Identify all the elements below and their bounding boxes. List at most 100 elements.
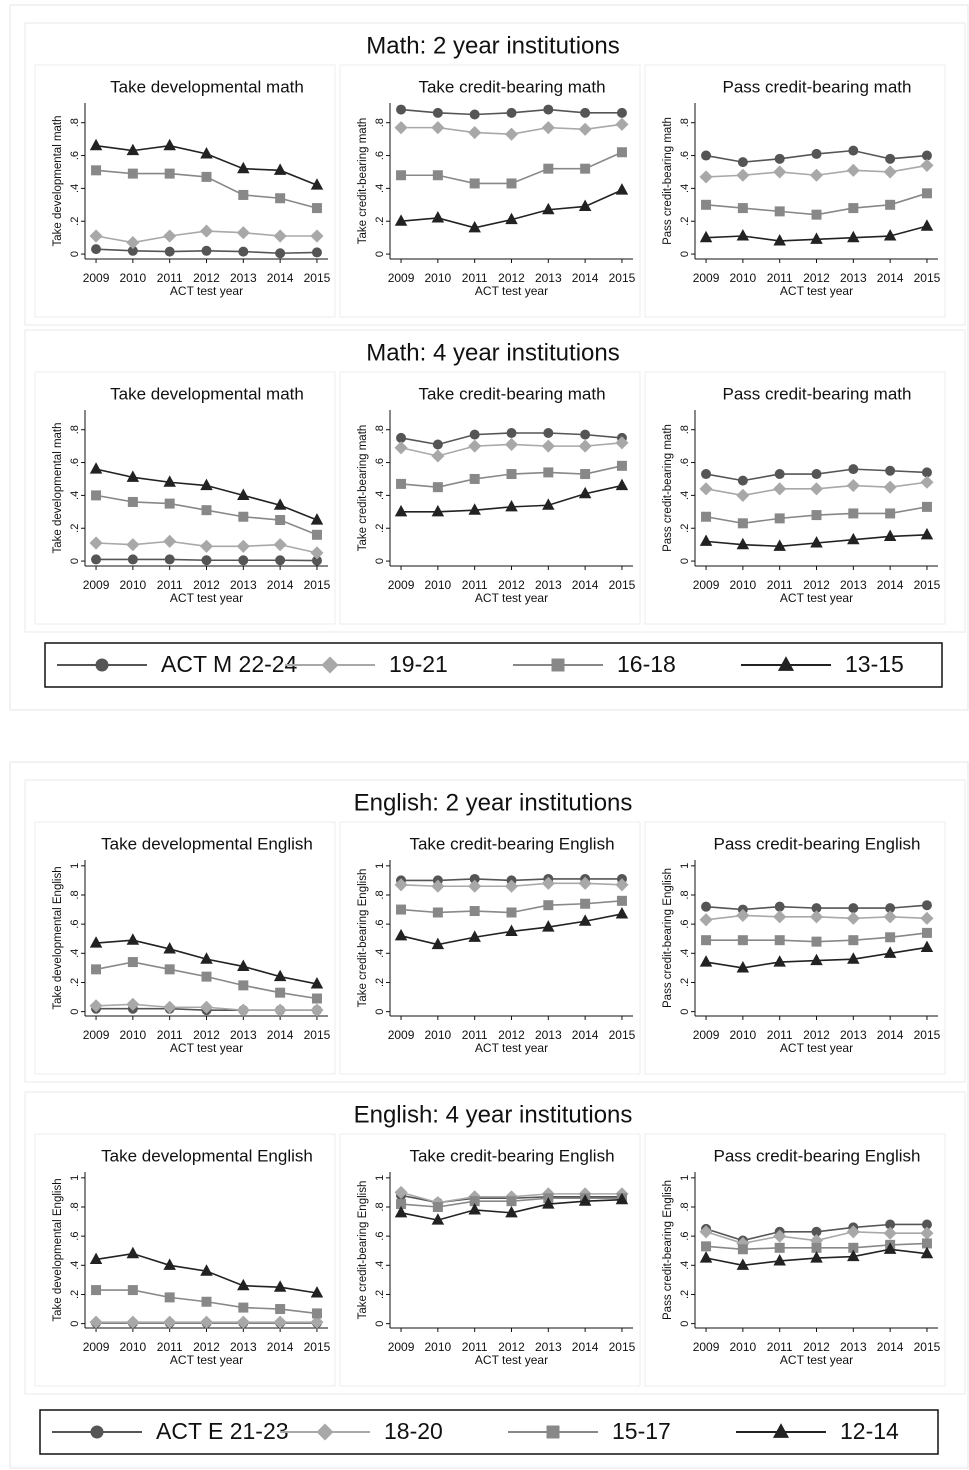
marker: [542, 202, 555, 215]
marker: [238, 511, 249, 522]
marker: [773, 482, 787, 496]
marker: [920, 911, 934, 925]
y-tick-label: .2: [679, 1290, 691, 1299]
marker: [127, 1285, 138, 1296]
y-axis-label: Take credit-bearing English: [357, 1181, 369, 1320]
y-tick-label: .6: [69, 1232, 81, 1241]
x-tick-label: 2013: [230, 578, 257, 592]
marker: [163, 534, 177, 548]
x-tick-label: 2009: [83, 1028, 110, 1042]
marker: [394, 121, 408, 135]
y-tick-label: 0: [374, 558, 386, 564]
marker: [431, 937, 445, 950]
marker: [126, 143, 140, 156]
marker: [311, 993, 322, 1004]
y-tick-label: .2: [69, 1290, 81, 1299]
marker: [126, 538, 140, 552]
marker: [921, 467, 932, 478]
marker: [238, 980, 249, 991]
x-tick-label: 2014: [267, 1340, 294, 1354]
y-axis-label: Pass credit-bearing English: [662, 1180, 674, 1320]
marker: [542, 1197, 555, 1209]
x-tick-label: 2010: [730, 1028, 757, 1042]
subplot-title: Take developmental English: [101, 1146, 313, 1165]
y-axis-label: Take developmental math: [52, 422, 64, 553]
marker: [543, 104, 554, 115]
marker: [394, 878, 408, 892]
marker: [394, 1185, 408, 1199]
marker: [431, 879, 445, 893]
x-tick-label: 2011: [462, 1340, 488, 1354]
marker: [578, 439, 592, 453]
marker: [883, 529, 897, 541]
y-tick-label: .6: [69, 920, 81, 929]
marker: [701, 935, 712, 946]
y-tick-label: 1: [679, 863, 691, 869]
subplot-frame: [34, 1133, 336, 1387]
marker: [506, 1196, 517, 1207]
marker: [773, 910, 787, 924]
x-tick-label: 2014: [267, 271, 294, 285]
x-axis-label: ACT test year: [475, 284, 548, 298]
marker: [310, 1003, 324, 1017]
subplot-frame: [339, 64, 641, 318]
marker: [394, 1205, 408, 1218]
marker: [273, 969, 287, 982]
marker: [310, 1286, 324, 1298]
x-tick-label: 2015: [304, 271, 331, 285]
marker: [774, 206, 785, 217]
marker: [578, 486, 592, 499]
marker: [921, 1238, 932, 1249]
y-tick-label: .8: [374, 890, 386, 899]
marker: [615, 907, 629, 919]
marker: [774, 469, 785, 480]
marker: [236, 1003, 250, 1017]
x-tick-label: 2015: [914, 578, 941, 592]
marker: [772, 1423, 790, 1438]
marker: [921, 900, 932, 911]
marker: [848, 935, 859, 946]
x-tick-label: 2009: [83, 578, 110, 592]
marker: [126, 1315, 140, 1329]
marker: [127, 554, 138, 565]
marker: [773, 165, 787, 179]
marker: [199, 224, 214, 238]
marker: [432, 170, 443, 181]
x-tick-label: 2012: [803, 1340, 830, 1354]
y-tick-label: 1: [679, 1175, 691, 1181]
marker: [273, 538, 287, 552]
marker: [580, 429, 591, 440]
y-tick-label: 1: [374, 1175, 386, 1181]
marker: [847, 952, 860, 964]
marker: [506, 107, 517, 118]
y-tick-label: .8: [679, 118, 691, 127]
y-tick-label: .4: [69, 1261, 81, 1270]
marker: [885, 932, 896, 943]
marker: [311, 247, 322, 258]
x-tick-label: 2012: [803, 578, 830, 592]
marker: [273, 1315, 287, 1329]
marker: [921, 188, 932, 199]
x-tick-label: 2015: [304, 1028, 331, 1042]
x-tick-label: 2011: [462, 1028, 488, 1042]
y-tick-label: .4: [679, 184, 691, 193]
marker: [809, 482, 824, 496]
marker: [504, 879, 519, 893]
y-tick-label: .6: [374, 151, 386, 160]
x-axis-label: ACT test year: [170, 1041, 243, 1055]
subplot-title: Take credit-bearing English: [409, 834, 614, 853]
subplot-title: Pass credit-bearing math: [723, 384, 912, 403]
group-title: English: 4 year institutions: [354, 1101, 633, 1128]
marker: [810, 1251, 823, 1263]
marker: [773, 234, 786, 246]
y-tick-label: .8: [69, 890, 81, 899]
marker: [310, 513, 324, 525]
figure-frame: [9, 761, 969, 1469]
marker: [505, 212, 518, 225]
marker: [164, 246, 175, 257]
x-tick-label: 2013: [230, 1028, 257, 1042]
subplot-frame: [644, 64, 946, 318]
marker: [737, 203, 748, 214]
marker: [846, 1225, 860, 1239]
marker: [432, 907, 443, 918]
